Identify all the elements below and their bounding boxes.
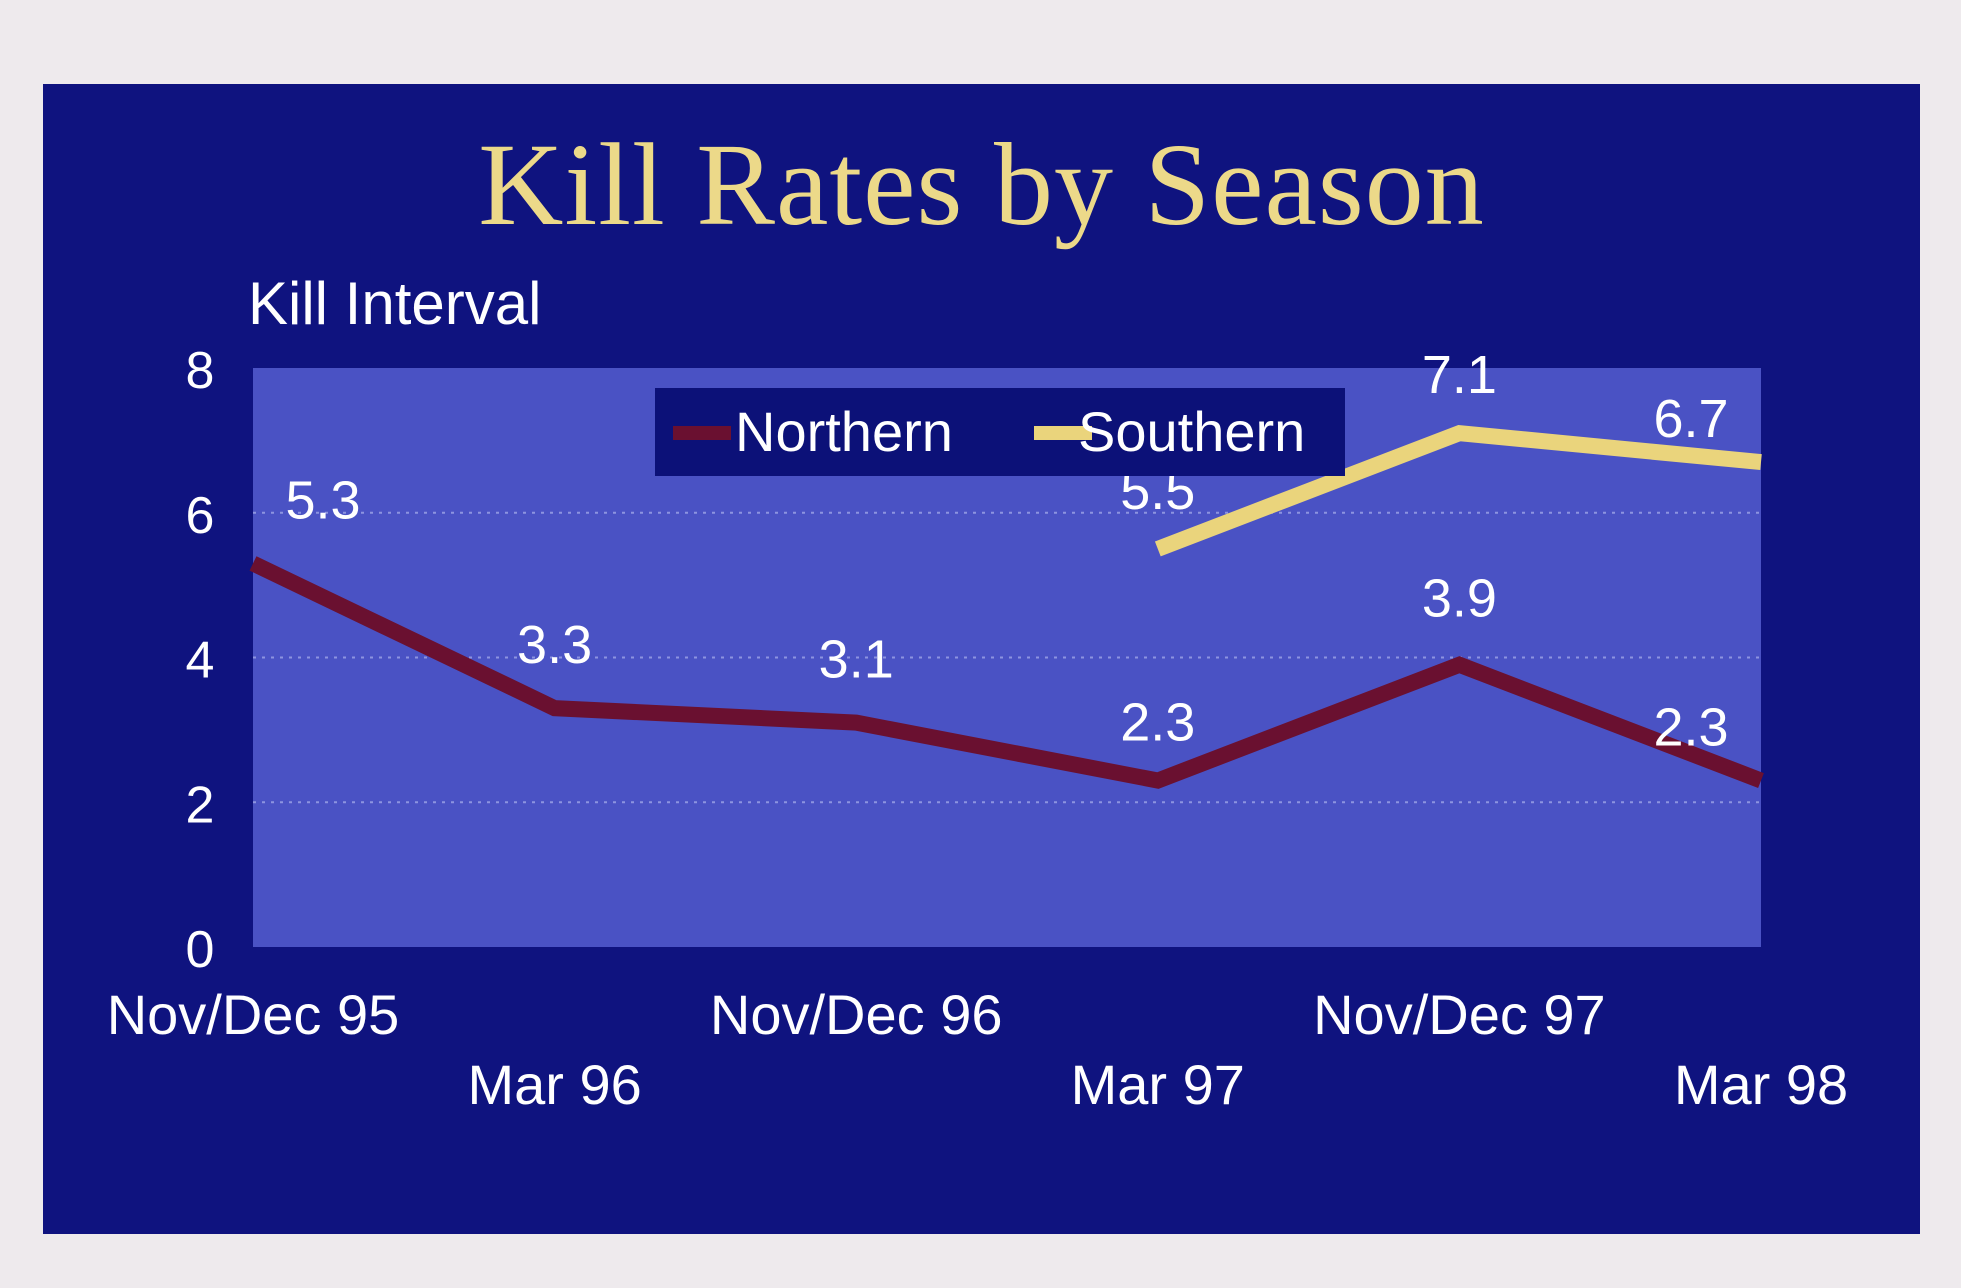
legend-label-southern: Southern bbox=[1078, 400, 1305, 463]
data-label: 2.3 bbox=[1653, 698, 1728, 758]
data-label: 6.7 bbox=[1653, 389, 1728, 449]
legend-box bbox=[655, 388, 1345, 476]
legend: Northern Southern bbox=[655, 388, 1345, 476]
legend-swatch-northern bbox=[673, 426, 731, 440]
x-tick-label: Nov/Dec 96 bbox=[710, 983, 1003, 1046]
y-axis-label: Kill Interval bbox=[248, 270, 541, 337]
y-tick-label: 4 bbox=[186, 632, 215, 690]
x-tick-label: Nov/Dec 95 bbox=[107, 983, 400, 1046]
legend-label-northern: Northern bbox=[735, 400, 953, 463]
data-labels: 5.33.3 3.12.33.92.35.57.16.7 bbox=[285, 345, 1728, 757]
data-label: 3.9 bbox=[1422, 569, 1497, 629]
y-tick-label: 2 bbox=[186, 776, 215, 834]
chart-title: Kill Rates by Season bbox=[478, 119, 1485, 250]
y-axis-ticks: 0 2 4 6 8 bbox=[186, 342, 215, 979]
x-tick-label: Mar 97 bbox=[1071, 1053, 1245, 1116]
x-tick-label: Mar 98 bbox=[1674, 1053, 1848, 1116]
series-line-northern bbox=[249, 556, 1764, 789]
x-tick-label: Nov/Dec 97 bbox=[1313, 983, 1606, 1046]
y-tick-label: 0 bbox=[186, 921, 215, 979]
slide-panel: Kill Rates by Season Kill Interval 0 2 4 6 8… bbox=[43, 84, 1920, 1234]
data-label: 3.3 bbox=[517, 615, 592, 675]
y-tick-label: 6 bbox=[186, 487, 215, 545]
data-label: 5.3 bbox=[285, 470, 360, 530]
y-tick-label: 8 bbox=[186, 342, 215, 400]
series-lines bbox=[249, 424, 1764, 789]
data-label: 2.3 bbox=[1120, 693, 1195, 753]
data-label: 7.1 bbox=[1422, 345, 1497, 405]
data-label: 3.1 bbox=[819, 630, 894, 690]
x-axis-ticks: Nov/Dec 95 Mar 96 Nov/Dec 96 Mar 97 Nov/Dec … bbox=[107, 983, 1848, 1116]
x-tick-label: Mar 96 bbox=[467, 1053, 641, 1116]
series-line-southern bbox=[1154, 424, 1762, 557]
legend-swatch-southern bbox=[1034, 426, 1092, 440]
